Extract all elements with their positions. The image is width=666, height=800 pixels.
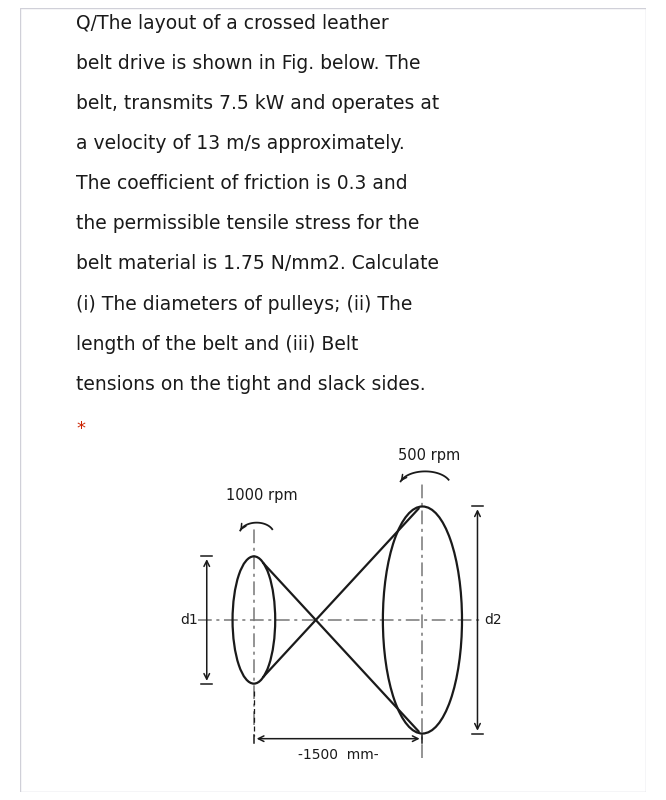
Text: The coefficient of friction is 0.3 and: The coefficient of friction is 0.3 and (77, 174, 408, 193)
Text: *: * (77, 420, 85, 438)
Text: -1500  mm-: -1500 mm- (298, 748, 378, 762)
Text: d2: d2 (484, 613, 502, 627)
Text: tensions on the tight and slack sides.: tensions on the tight and slack sides. (77, 375, 426, 394)
Text: belt, transmits 7.5 kW and operates at: belt, transmits 7.5 kW and operates at (77, 94, 440, 113)
Text: belt drive is shown in Fig. below. The: belt drive is shown in Fig. below. The (77, 54, 421, 73)
Text: a velocity of 13 m/s approximately.: a velocity of 13 m/s approximately. (77, 134, 405, 153)
Text: (i) The diameters of pulleys; (ii) The: (i) The diameters of pulleys; (ii) The (77, 294, 413, 314)
Text: 500 rpm: 500 rpm (398, 448, 460, 463)
Text: Q/The layout of a crossed leather: Q/The layout of a crossed leather (77, 14, 389, 33)
Text: 1000 rpm: 1000 rpm (226, 487, 297, 502)
Text: d1: d1 (180, 613, 198, 627)
Text: length of the belt and (iii) Belt: length of the belt and (iii) Belt (77, 334, 359, 354)
Text: the permissible tensile stress for the: the permissible tensile stress for the (77, 214, 420, 234)
Text: belt material is 1.75 N/mm2. Calculate: belt material is 1.75 N/mm2. Calculate (77, 254, 440, 274)
